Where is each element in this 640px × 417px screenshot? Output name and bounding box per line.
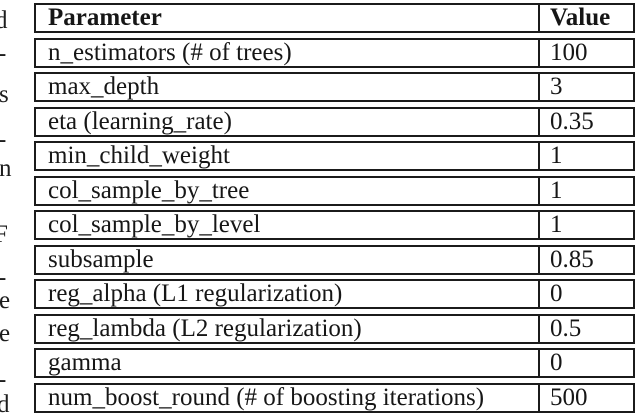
parameter-cell: reg_lambda (L2 regularization): [36, 315, 540, 342]
table-row: eta (learning_rate) 0.35: [34, 106, 635, 137]
value-cell: 1: [550, 142, 563, 169]
column-header-value: Value: [550, 4, 611, 31]
parameter-cell: gamma: [36, 350, 540, 376]
value-cell: 100: [550, 38, 588, 66]
cropped-text-fragment: n: [0, 155, 12, 182]
parameter-cell: num_boost_round (# of boosting iteration…: [36, 384, 540, 411]
value-cell: 3: [550, 73, 563, 100]
value-cell: 1: [550, 211, 563, 238]
parameter-cell: subsample: [36, 246, 540, 273]
cropped-text-fragment: -: [0, 366, 6, 394]
cropped-text-fragment: e: [0, 320, 11, 347]
cropped-text-fragment: d: [0, 7, 8, 34]
cropped-text-fragment: e: [0, 287, 11, 314]
value-cell: 0.5: [550, 314, 582, 342]
parameter-cell: reg_alpha (L1 regularization): [36, 281, 540, 307]
table-row: max_depth 3: [34, 72, 635, 102]
value-cell: 500: [550, 383, 588, 411]
cropped-text-fragment: -: [0, 40, 6, 68]
table-row: subsample 0.85: [34, 244, 635, 275]
cropped-text-fragment: -: [0, 264, 6, 292]
cropped-text-fragment: s: [0, 81, 9, 108]
value-cell: 0.35: [550, 107, 594, 135]
cropped-text-fragment: d: [0, 391, 10, 416]
table-row: min_child_weight 1: [34, 141, 635, 171]
cropped-text-fragment: F: [0, 221, 8, 248]
column-header-parameter: Parameter: [36, 5, 540, 31]
value-cell: 1: [550, 176, 563, 204]
table-row: gamma 0: [34, 348, 635, 378]
parameter-cell: n_estimators (# of trees): [36, 39, 540, 66]
parameter-cell: max_depth: [36, 74, 540, 100]
table-row: n_estimators (# of trees) 100: [34, 37, 635, 68]
table-row: col_sample_by_tree 1: [34, 175, 635, 206]
left-margin-strip: d - s - n F - e e - d: [0, 0, 16, 416]
parameter-cell: col_sample_by_tree: [36, 177, 540, 204]
hyperparameter-table: Parameter Value n_estimators (# of trees…: [34, 3, 635, 417]
value-cell: 0.85: [550, 245, 594, 273]
value-cell: 0: [550, 349, 563, 376]
table-row: reg_alpha (L1 regularization) 0: [34, 279, 635, 309]
cropped-text-fragment: -: [0, 126, 6, 154]
value-cell: 0: [550, 280, 563, 307]
table-row: col_sample_by_level 1: [34, 210, 635, 240]
parameter-cell: min_child_weight: [36, 143, 540, 169]
table-row: num_boost_round (# of boosting iteration…: [34, 382, 635, 413]
parameter-cell: col_sample_by_level: [36, 212, 540, 238]
table-row: reg_lambda (L2 regularization) 0.5: [34, 313, 635, 344]
parameter-cell: eta (learning_rate): [36, 108, 540, 135]
table-header-row: Parameter Value: [34, 3, 635, 33]
